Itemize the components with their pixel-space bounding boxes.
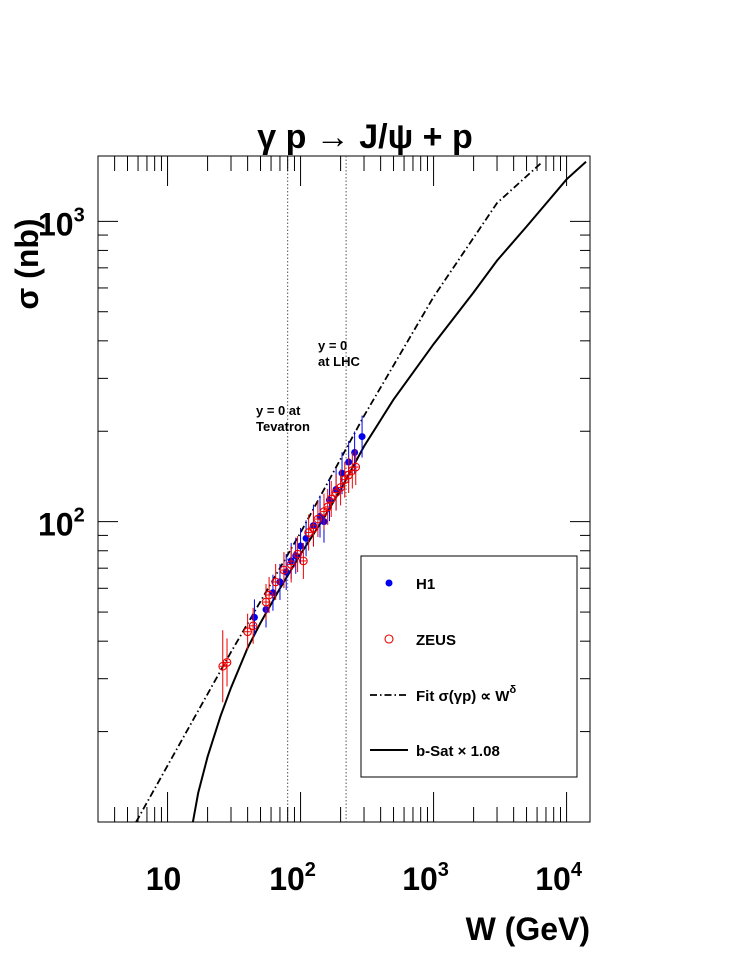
zeus-point bbox=[243, 627, 252, 637]
reference-line-label: y = 0 at Tevatron bbox=[256, 403, 310, 434]
reference-line-label-line: y = 0 at bbox=[256, 403, 301, 418]
x-tick-label: 103 bbox=[402, 859, 449, 897]
y-axis-title: σ (nb) bbox=[9, 218, 45, 309]
reference-lines: y = 0 at Tevatron y = 0 at LHC bbox=[256, 156, 361, 822]
legend-zeus-marker bbox=[384, 634, 394, 644]
x-axis-title: W (GeV) bbox=[466, 911, 590, 947]
zeus-point bbox=[264, 590, 274, 600]
h1-point bbox=[250, 613, 258, 621]
reference-line-label-line: Tevatron bbox=[256, 419, 310, 434]
data-points bbox=[218, 415, 366, 703]
plot-frame bbox=[97, 155, 591, 823]
x-tick-label-exponent: 3 bbox=[438, 859, 449, 881]
zeus-point bbox=[222, 658, 232, 667]
legend-label: ZEUS bbox=[416, 632, 456, 649]
x-tick-label-base: 10 bbox=[269, 861, 305, 897]
zeus-point bbox=[293, 549, 302, 559]
fit-curve bbox=[135, 161, 543, 823]
h1-point bbox=[269, 589, 277, 597]
zeus-point bbox=[286, 560, 296, 569]
x-tick-label: 104 bbox=[535, 859, 583, 897]
legend-h1-marker bbox=[385, 579, 393, 587]
x-tick-label-exponent: 2 bbox=[305, 859, 316, 881]
legend-label-text: Fit σ(γp) ∝ W bbox=[416, 688, 510, 705]
reference-line-label-line: at LHC bbox=[318, 354, 361, 369]
x-tick-label-base: 10 bbox=[402, 861, 438, 897]
zeus-point bbox=[351, 462, 361, 472]
reference-line-label: y = 0 at LHC bbox=[318, 338, 361, 369]
axis-ticks bbox=[97, 156, 590, 823]
legend-label: b-Sat × 1.08 bbox=[416, 743, 500, 760]
zeus-point bbox=[299, 556, 308, 566]
zeus-point bbox=[248, 621, 258, 631]
x-tick-label-base: 10 bbox=[535, 861, 571, 897]
h1-point bbox=[358, 433, 366, 441]
zeus-point bbox=[271, 577, 281, 587]
legend-label-sup: δ bbox=[509, 684, 516, 696]
legend: H1 ZEUS Fit σ(γp) ∝ Wδ b-Sat × 1.08 bbox=[360, 555, 578, 778]
y-tick-label: 103 bbox=[38, 204, 85, 242]
zeus-point bbox=[309, 524, 318, 533]
legend-box bbox=[360, 555, 578, 778]
zeus-point bbox=[261, 597, 271, 607]
h1-point bbox=[297, 542, 305, 550]
zeus-point bbox=[313, 514, 323, 524]
reference-line-label-line: y = 0 bbox=[318, 338, 347, 353]
legend-label: Fit σ(γp) ∝ Wδ bbox=[416, 684, 516, 705]
y-tick-label-exponent: 3 bbox=[74, 204, 85, 226]
x-tick-label-base: 10 bbox=[146, 861, 182, 897]
chart-title: γ p → J/ψ + p bbox=[257, 118, 473, 156]
x-tick-label: 10 bbox=[146, 861, 182, 897]
y-tick-label-base: 10 bbox=[38, 206, 74, 242]
zeus-point bbox=[331, 488, 341, 497]
x-tick-label-exponent: 4 bbox=[571, 859, 583, 881]
zeus-point bbox=[326, 494, 336, 504]
y-tick-label-base: 10 bbox=[38, 507, 74, 543]
h1-point bbox=[351, 448, 359, 456]
legend-label: H1 bbox=[416, 576, 435, 593]
y-tick-label-exponent: 2 bbox=[74, 505, 85, 527]
x-tick-label: 102 bbox=[269, 859, 316, 897]
y-tick-label: 102 bbox=[38, 505, 85, 543]
zeus-point bbox=[279, 565, 289, 575]
